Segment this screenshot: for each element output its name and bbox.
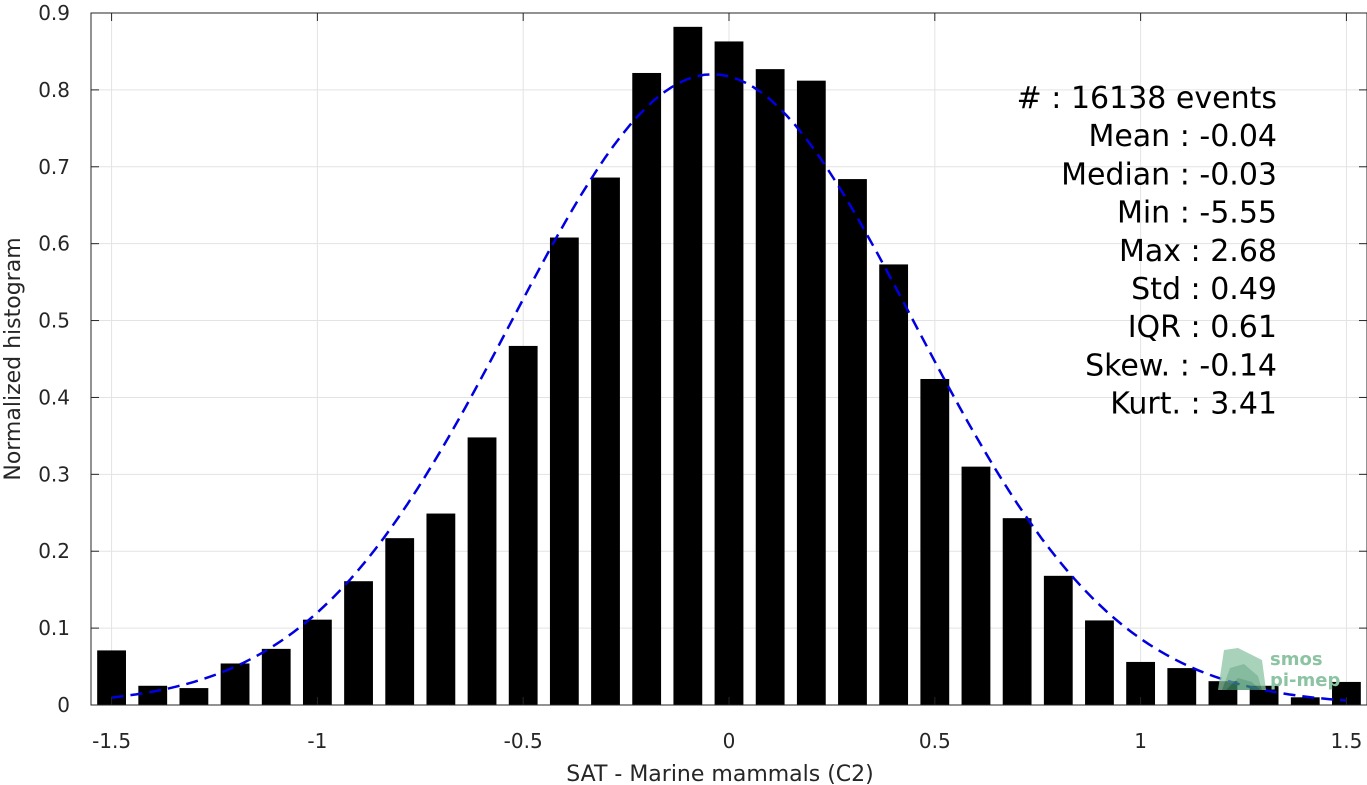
stats-line: Max : 2.68 — [1119, 234, 1277, 269]
stats-line: Median : -0.03 — [1061, 157, 1277, 192]
histogram-bar — [426, 513, 456, 705]
y-tick-label: 0 — [57, 693, 70, 717]
histogram-bar — [1043, 575, 1073, 705]
logo-text-pimep: pi-mep — [1270, 670, 1340, 691]
histogram-bar — [632, 72, 662, 706]
stats-line: IQR : 0.61 — [1128, 310, 1277, 345]
y-axis-label: Normalized histogram — [1, 237, 26, 480]
histogram-bar — [879, 264, 909, 705]
histogram-bar — [1085, 620, 1114, 705]
histogram-bar — [1002, 518, 1032, 705]
y-tick-label: 0.2 — [38, 539, 70, 563]
y-tick-label: 0.6 — [38, 232, 70, 256]
histogram-bar — [796, 80, 826, 705]
histogram-bar — [714, 41, 744, 705]
logo-text-smos: smos — [1270, 649, 1323, 670]
stats-line: Mean : -0.04 — [1088, 119, 1277, 154]
y-tick-label: 0.1 — [38, 616, 70, 640]
histogram-bar — [1167, 668, 1197, 705]
x-tick-label: 0 — [723, 729, 736, 753]
stats-line: Std : 0.49 — [1131, 272, 1277, 307]
x-tick-label: 1.5 — [1331, 729, 1363, 753]
x-tick-label: 0.5 — [919, 729, 951, 753]
histogram-bar — [385, 538, 415, 705]
histogram-bar — [838, 179, 867, 705]
y-tick-label: 0.9 — [38, 1, 70, 25]
histogram-bar — [591, 177, 620, 705]
histogram-bar — [508, 345, 538, 705]
smos-pimep-logo: smos pi-mep — [1218, 648, 1340, 691]
x-tick-label: -1.5 — [92, 729, 131, 753]
histogram-bar — [302, 619, 332, 705]
histogram-bar — [920, 378, 950, 705]
histogram-bar — [673, 26, 703, 705]
histogram-bar — [549, 237, 579, 705]
histogram-bar — [261, 648, 291, 705]
stats-line: Min : -5.55 — [1117, 196, 1277, 231]
stats-line: # : 16138 events — [1017, 81, 1277, 116]
y-tick-labels: 0 0.1 0.2 0.3 0.4 0.5 0.6 0.7 0.8 0.9 — [38, 1, 70, 717]
ticks — [91, 12, 1367, 706]
histogram-bar — [1290, 697, 1320, 705]
histogram-bar — [344, 581, 373, 705]
x-tick-label: -1 — [307, 729, 327, 753]
histogram-bar — [179, 688, 209, 705]
x-tick-label: 1 — [1134, 729, 1147, 753]
histogram-bar — [1332, 681, 1361, 705]
histogram-bar — [467, 437, 497, 705]
histogram-bar — [961, 466, 991, 705]
y-tick-label: 0.5 — [38, 309, 70, 333]
histogram-bar — [755, 69, 785, 705]
x-tick-labels: -1.5 -1 -0.5 0 0.5 1 1.5 — [92, 729, 1362, 753]
y-tick-label: 0.3 — [38, 462, 70, 486]
x-axis-label: SAT - Marine mammals (C2) — [566, 762, 874, 785]
histogram-bar — [138, 685, 168, 705]
stats-line: Kurt. : 3.41 — [1110, 387, 1277, 422]
stats-line: Skew. : -0.14 — [1085, 348, 1277, 383]
y-tick-label: 0.7 — [38, 155, 70, 179]
logo-mountain-icon — [1218, 648, 1266, 690]
x-tick-label: -0.5 — [504, 729, 543, 753]
y-tick-label: 0.8 — [38, 78, 70, 102]
y-tick-label: 0.4 — [38, 385, 70, 409]
